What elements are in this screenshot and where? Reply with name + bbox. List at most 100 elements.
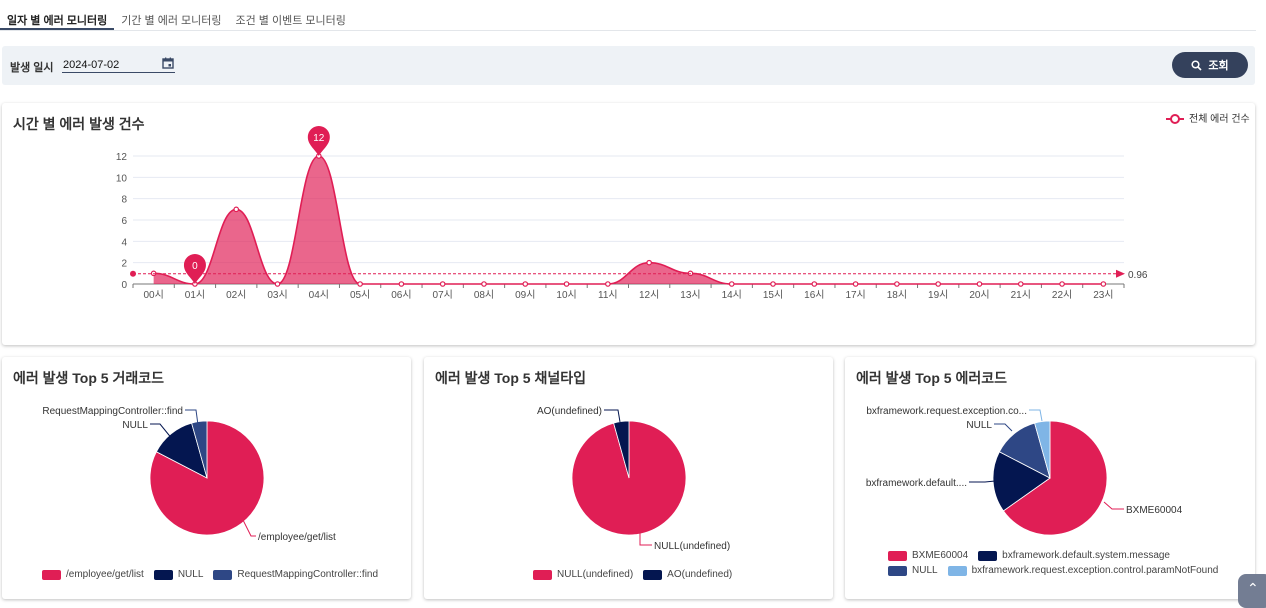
data-point <box>605 281 611 287</box>
pie-slice <box>1034 420 1051 479</box>
data-point <box>976 281 983 287</box>
slice-label: NULL <box>122 420 148 431</box>
x-tick-label: 09시 <box>515 289 535 301</box>
slice-label: bxframework.request.exception.co... <box>866 406 1027 417</box>
slice-label: bxframework.default.... <box>866 478 967 489</box>
legend-item[interactable]: RequestMappingController::find <box>213 569 378 580</box>
pie-legend: BXME60004 bxframework.default.system.mess… <box>888 550 1228 576</box>
legend-label: /employee/get/list <box>66 569 144 580</box>
legend-swatch <box>888 550 907 561</box>
data-point <box>398 281 405 287</box>
calendar-icon[interactable] <box>162 57 174 69</box>
legend-item[interactable]: NULL <box>153 569 204 580</box>
data-point <box>770 281 776 287</box>
hourly-chart-title: 시간 별 에러 발생 건수 <box>13 116 145 132</box>
slice-label: NULL(undefined) <box>654 541 730 552</box>
legend-item[interactable]: bxframework.default.system.message <box>978 550 1170 561</box>
legend-swatch <box>643 569 663 580</box>
x-tick-label: 23시 <box>1093 289 1113 301</box>
x-tick-label: 02시 <box>226 289 246 301</box>
legend-item[interactable]: bxframework.request.exception.control.pa… <box>947 565 1219 576</box>
data-point <box>646 259 652 266</box>
pie-slice <box>613 420 630 479</box>
x-tick-label: 20시 <box>969 289 989 301</box>
pie-slice <box>992 451 1051 512</box>
legend-label: NULL <box>177 569 204 580</box>
y-tick-label: 2 <box>121 259 127 270</box>
legend-label: AO(undefined) <box>667 569 733 580</box>
x-tick-label: 05시 <box>350 289 370 301</box>
data-point <box>1017 281 1024 287</box>
date-label: 발생 일시 <box>10 62 54 74</box>
data-point <box>233 206 240 213</box>
legend-swatch <box>978 550 998 561</box>
leader-line <box>1103 501 1124 510</box>
data-point <box>481 281 487 287</box>
data-point <box>563 281 570 287</box>
y-tick-label: 12 <box>116 152 128 163</box>
mark-pin-label: 0 <box>192 261 198 272</box>
legend-item[interactable]: /employee/get/list <box>42 569 144 580</box>
leader-line <box>1029 409 1043 422</box>
legend-label: BXME60004 <box>912 550 969 561</box>
x-tick-label: 13시 <box>680 289 700 301</box>
search-label: 조회 <box>1208 60 1229 72</box>
legend-item[interactable]: NULL(undefined) <box>533 569 633 580</box>
slice-label: AO(undefined) <box>537 406 602 417</box>
search-icon <box>1191 59 1202 71</box>
x-tick-label: 04시 <box>309 289 329 301</box>
slice-label: /employee/get/list <box>258 532 336 543</box>
scroll-top-button[interactable]: ⌃ <box>1238 574 1266 608</box>
slice-label: BXME60004 <box>1126 505 1183 516</box>
pie-title: 에러 발생 Top 5 에러코드 <box>856 370 1008 386</box>
x-tick-label: 21시 <box>1011 289 1031 301</box>
legend-item[interactable]: BXME60004 <box>888 550 968 561</box>
leader-line <box>150 423 174 441</box>
data-point <box>439 281 446 287</box>
legend-label: NULL(undefined) <box>557 569 634 580</box>
legend-label: RequestMappingController::find <box>237 569 379 580</box>
pie-legend: /employee/get/list NULL RequestMappingCont… <box>42 569 422 580</box>
hourly-chart: 0 2 4 6 8 10 12 00시 01시 02시 03시 04시 05시 06시 07시 08시 09시 1… <box>116 113 1250 301</box>
data-point <box>357 281 363 287</box>
x-tick-label: 17시 <box>845 289 865 301</box>
x-tick-label: 16시 <box>804 289 824 301</box>
mark-pin-label: 12 <box>313 133 325 144</box>
data-point <box>1100 281 1107 287</box>
x-tick-label: 06시 <box>391 289 411 301</box>
legend-item[interactable]: AO(undefined) <box>643 569 732 580</box>
date-input[interactable]: 2024-07-02 <box>62 57 175 73</box>
chevron-up-icon: ⌃ <box>1247 580 1259 596</box>
y-tick-label: 6 <box>121 216 127 227</box>
date-value: 2024-07-02 <box>63 59 120 71</box>
x-tick-label: 07시 <box>433 289 453 301</box>
tab-condition-event[interactable]: 조건 별 이벤트 모니터링 <box>235 15 346 27</box>
tab-daily-error[interactable]: 일자 별 에러 모니터링 <box>0 0 115 30</box>
data-point <box>1059 281 1065 287</box>
average-line-start <box>130 270 136 277</box>
legend-label: 전체 에러 건수 <box>1189 113 1250 125</box>
legend-label: NULL <box>912 565 938 576</box>
y-tick-label: 4 <box>121 237 127 248</box>
pie-charts: /employee/get/list NULL RequestMappingCont… <box>42 406 1183 552</box>
x-tick-label: 14시 <box>722 289 742 301</box>
data-point <box>274 281 281 287</box>
tab-bar: 일자 별 에러 모니터링 기간 별 에러 모니터링 조건 별 이벤트 모니터링 <box>0 0 1256 31</box>
pie-legend: NULL(undefined) AO(undefined) <box>533 569 833 580</box>
data-point <box>852 281 859 287</box>
legend-swatch <box>213 569 233 580</box>
leader-line <box>185 409 199 426</box>
legend-label: bxframework.request.exception.control.pa… <box>971 565 1219 576</box>
x-tick-label: 00시 <box>143 289 163 301</box>
legend-swatch <box>533 569 552 580</box>
search-button[interactable]: 조회 <box>1172 52 1248 78</box>
legend-label: bxframework.default.system.message <box>1002 550 1170 561</box>
data-point <box>811 281 818 287</box>
data-point <box>728 281 735 287</box>
tab-period-error[interactable]: 기간 별 에러 모니터링 <box>121 15 222 27</box>
slice-label: NULL <box>966 420 992 431</box>
legend-item[interactable]: NULL <box>888 565 938 576</box>
x-tick-label: 10시 <box>556 289 576 301</box>
data-point <box>522 281 529 287</box>
legend-swatch <box>153 569 173 580</box>
